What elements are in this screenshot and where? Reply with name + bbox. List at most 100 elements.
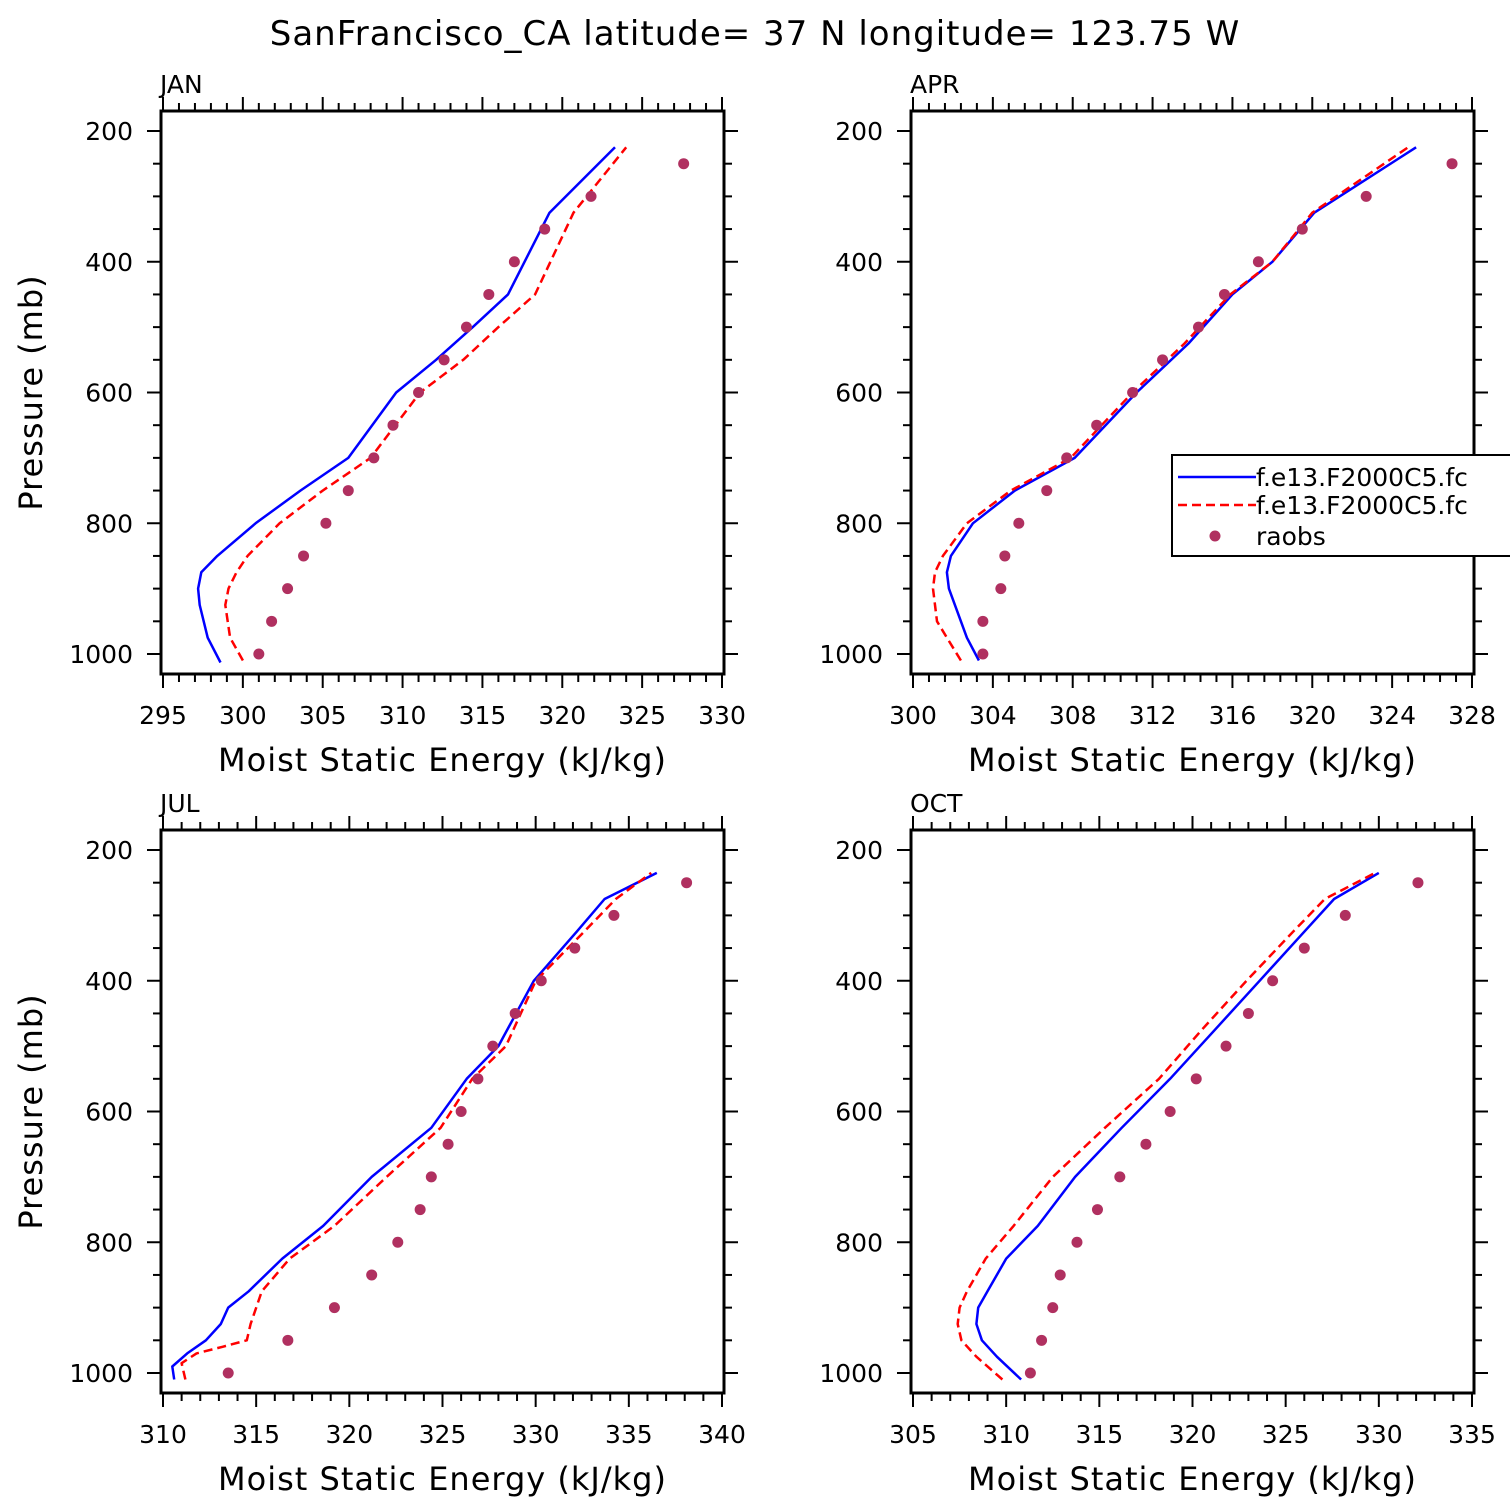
raobs-point	[472, 1073, 484, 1085]
raobs-point	[977, 615, 989, 627]
raobs-point	[253, 648, 265, 660]
raobs-point	[368, 452, 380, 464]
raobs-point	[1047, 1302, 1059, 1314]
y-tick-label: 400	[85, 248, 133, 277]
raobs-markers	[977, 158, 1458, 660]
raobs-point	[1071, 1236, 1083, 1248]
x-tick-label: 320	[1288, 701, 1336, 730]
model-dashed-line	[956, 871, 1376, 1381]
y-tick-label: 1000	[819, 1359, 883, 1388]
raobs-markers	[222, 877, 693, 1379]
raobs-point	[392, 1236, 404, 1248]
raobs-point	[413, 387, 425, 398]
raobs-point	[1192, 321, 1204, 333]
legend-marker-raobs	[1209, 530, 1221, 542]
raobs-point	[1091, 419, 1103, 431]
y-tick-label: 400	[85, 967, 133, 996]
panel-title: JUL	[158, 789, 200, 818]
model-solid-line	[171, 871, 658, 1380]
raobs-point	[1127, 387, 1139, 398]
y-tick-label: 800	[835, 1228, 883, 1257]
panels-group: JAN 295 300 305 310 315 320 325 330 200 400 600 800 1…	[12, 70, 1496, 1498]
raobs-point	[977, 648, 989, 660]
raobs-point	[535, 975, 547, 987]
y-tick-label: 1000	[819, 640, 883, 669]
plot-frame	[159, 109, 726, 676]
raobs-point	[1267, 975, 1279, 987]
y-tick-label: 200	[85, 117, 133, 146]
y-axis-label: Pressure (mb)	[12, 274, 50, 510]
x-tick-label: 300	[219, 701, 267, 730]
model-solid-line	[945, 146, 1417, 662]
x-tick-label: 330	[1355, 1420, 1403, 1449]
x-axis-label: Moist Static Energy (kJ/kg)	[968, 741, 1417, 779]
y-tick-label: 800	[835, 509, 883, 538]
raobs-point	[1360, 190, 1372, 202]
raobs-markers	[253, 158, 690, 660]
x-tick-label: 324	[1368, 701, 1416, 730]
y-tick-label: 600	[835, 379, 883, 408]
raobs-point	[455, 1106, 467, 1117]
x-tick-label: 310	[139, 1420, 187, 1449]
raobs-point	[1061, 452, 1073, 464]
raobs-point	[414, 1204, 426, 1216]
x-tick-label: 320	[1169, 1420, 1217, 1449]
model-dashed-line	[224, 146, 628, 662]
raobs-point	[425, 1171, 437, 1183]
x-tick-label: 310	[982, 1420, 1030, 1449]
y-tick-label: 200	[835, 836, 883, 865]
raobs-point	[508, 256, 520, 268]
raobs-point	[1252, 256, 1264, 268]
x-tick-label: 316	[1209, 701, 1257, 730]
model-dashed-line	[931, 146, 1409, 662]
raobs-point	[282, 1334, 294, 1346]
x-tick-label: 335	[1448, 1420, 1496, 1449]
raobs-point	[681, 877, 693, 889]
raobs-point	[1296, 223, 1308, 235]
raobs-markers	[1024, 877, 1424, 1379]
x-tick-label: 325	[618, 701, 666, 730]
raobs-point	[1339, 909, 1351, 921]
raobs-point	[266, 615, 278, 627]
raobs-point	[1446, 158, 1458, 170]
raobs-point	[328, 1302, 340, 1314]
legend-label: f.e13.F2000C5.fc	[1256, 491, 1468, 520]
raobs-point	[1190, 1073, 1202, 1085]
panel-oct: OCT 305 310 315 320 325 330 335 200 400 600 800 1000…	[819, 789, 1495, 1498]
x-tick-label: 304	[969, 701, 1017, 730]
raobs-point	[483, 288, 495, 300]
raobs-point	[1218, 288, 1230, 300]
x-tick-label: 300	[889, 701, 937, 730]
x-tick-label: 308	[1049, 701, 1097, 730]
panel-jul: JUL 310 315 320 325 330 335 340 200 400 600 800 1000…	[12, 789, 746, 1498]
raobs-point	[1013, 517, 1025, 529]
raobs-point	[1091, 1204, 1103, 1216]
raobs-point	[438, 354, 450, 366]
x-tick-label: 305	[299, 701, 347, 730]
y-tick-label: 200	[835, 117, 883, 146]
x-tick-label: 335	[605, 1420, 653, 1449]
raobs-point	[487, 1040, 499, 1052]
legend-label: raobs	[1256, 522, 1326, 551]
x-tick-label: 310	[379, 701, 427, 730]
raobs-point	[366, 1269, 378, 1281]
model-dashed-line	[180, 871, 652, 1380]
x-tick-label: 330	[512, 1420, 560, 1449]
raobs-point	[1157, 354, 1169, 366]
raobs-point	[1036, 1334, 1048, 1346]
raobs-point	[509, 1007, 521, 1019]
raobs-point	[1114, 1171, 1126, 1183]
panel-title: APR	[910, 70, 960, 99]
raobs-point	[1024, 1367, 1036, 1379]
model-solid-line	[196, 146, 616, 664]
raobs-point	[1164, 1106, 1176, 1117]
raobs-point	[569, 942, 581, 954]
y-tick-label: 800	[85, 509, 133, 538]
x-axis-label: Moist Static Energy (kJ/kg)	[218, 741, 667, 779]
x-tick-label: 340	[698, 1420, 746, 1449]
figure-title: SanFrancisco_CA latitude= 37 N longitude…	[270, 14, 1241, 54]
raobs-point	[320, 517, 332, 529]
x-tick-label: 328	[1448, 701, 1496, 730]
x-tick-label: 305	[889, 1420, 937, 1449]
